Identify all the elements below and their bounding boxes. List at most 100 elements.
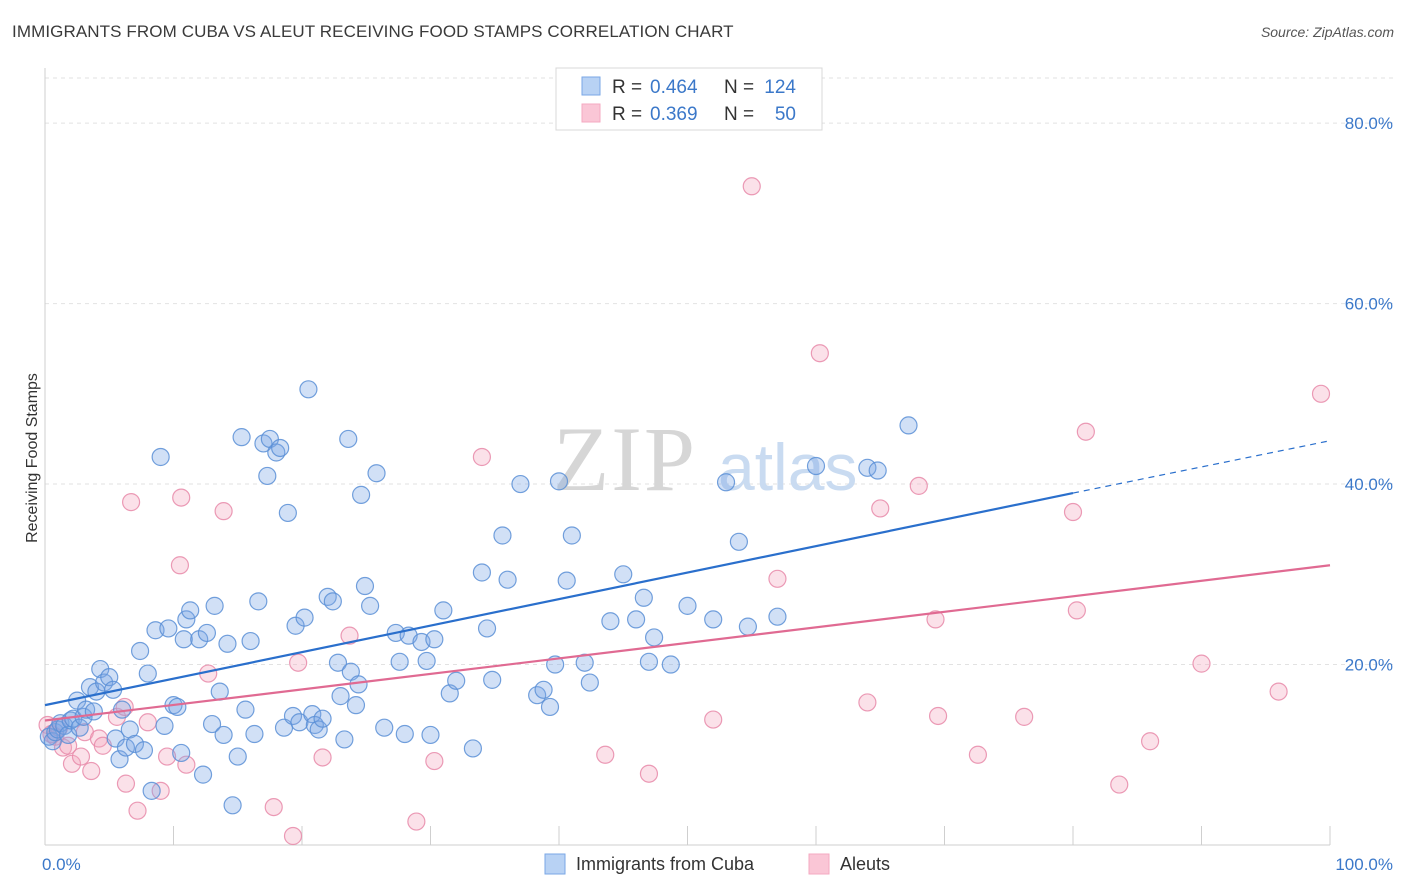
- cuba-point-61: [278, 503, 297, 523]
- aleut-point-38: [810, 344, 829, 363]
- aleut-point-31: [425, 751, 444, 771]
- aleut-point-29: [340, 626, 359, 645]
- aleut-point-35: [704, 710, 723, 729]
- cuba-point-127: [868, 461, 887, 480]
- cuba-point-46: [214, 725, 233, 745]
- aleut-point-25: [264, 798, 283, 817]
- series-immigrants-from-cuba: [39, 380, 918, 815]
- cuba-point-33: [159, 619, 178, 638]
- cuba-point-80: [352, 485, 371, 504]
- cuba-point-59: [271, 438, 290, 458]
- aleut-point-14: [116, 774, 136, 793]
- cuba-point-6: [59, 725, 78, 745]
- cuba-point-122: [729, 532, 749, 551]
- cuba-point-24: [120, 720, 139, 739]
- aleut-point-33: [596, 745, 615, 764]
- cuba-point-37: [174, 630, 193, 649]
- aleut-point-37: [768, 569, 787, 588]
- cuba-point-104: [534, 680, 553, 699]
- cuba-point-91: [421, 725, 440, 745]
- source-label: Source: ZipAtlas.com: [1260, 24, 1394, 40]
- bottom-legend-swatch-blue: [544, 853, 566, 875]
- legend-r-value-0: 0.464: [650, 77, 698, 98]
- cuba-point-20: [106, 729, 125, 748]
- legend-n-label-0: N =: [724, 77, 754, 98]
- cuba-point-48: [223, 796, 242, 815]
- cuba-point-111: [580, 673, 599, 692]
- y-tick-labels: 20.0% 40.0% 60.0% 80.0%: [1345, 114, 1393, 674]
- aleut-point-19: [157, 747, 177, 766]
- cuba-point-113: [614, 565, 633, 584]
- aleut-point-20: [170, 556, 190, 575]
- gridlines: [45, 77, 1395, 666]
- cuba-point-53: [245, 724, 264, 744]
- cuba-point-107: [549, 472, 569, 491]
- trend-lines: [44, 440, 1331, 722]
- aleut-point-48: [1076, 422, 1095, 441]
- cuba-point-39: [181, 601, 200, 620]
- aleut-point-9: [82, 761, 101, 781]
- aleut-point-7: [71, 747, 91, 766]
- aleut-point-15: [121, 493, 141, 512]
- cuba-point-72: [323, 592, 342, 611]
- aleut-point-32: [472, 447, 491, 467]
- cuba-point-93: [434, 601, 453, 620]
- y-tick-label-1: 40.0%: [1345, 475, 1393, 494]
- aleut-point-26: [283, 826, 303, 846]
- aleut-point-51: [1192, 654, 1211, 673]
- cuba-point-97: [472, 563, 491, 582]
- cuba-point-86: [390, 652, 409, 671]
- watermark-zip: ZIP: [553, 408, 697, 510]
- aleut-point-21: [172, 488, 191, 507]
- cuba-point-87: [395, 724, 414, 744]
- cuba-trend-extension: [1072, 440, 1331, 494]
- cuba-point-41: [193, 765, 213, 784]
- bottom-legend-label-1: Aleuts: [840, 854, 890, 874]
- cuba-point-92: [425, 630, 444, 649]
- cuba-point-101: [498, 570, 517, 589]
- cuba-point-35: [168, 697, 187, 717]
- aleut-trend-line: [44, 564, 1331, 722]
- series-legend: Immigrants from Cuba Aleuts: [544, 853, 890, 875]
- cuba-point-83: [367, 464, 386, 483]
- aleut-point-16: [128, 801, 147, 820]
- x-tick-label-1: 100.0%: [1335, 855, 1393, 874]
- cuba-point-74: [331, 687, 350, 706]
- aleut-point-17: [138, 713, 157, 732]
- cuba-point-70: [313, 709, 332, 728]
- aleut-point-34: [639, 764, 659, 783]
- cuba-point-47: [218, 634, 237, 653]
- cuba-point-120: [704, 610, 723, 629]
- aleut-point-52: [1269, 682, 1288, 701]
- cuba-point-52: [241, 631, 260, 651]
- cuba-point-98: [477, 619, 497, 638]
- cuba-point-95: [447, 671, 466, 690]
- cuba-point-115: [634, 588, 653, 607]
- aleut-point-40: [871, 499, 890, 518]
- cuba-trend-line: [44, 492, 1074, 707]
- legend-n-value-1: 50: [775, 104, 796, 125]
- cuba-point-102: [511, 474, 530, 494]
- cuba-point-105: [540, 697, 560, 717]
- cuba-point-125: [806, 456, 826, 476]
- cuba-point-43: [202, 714, 222, 734]
- legend-swatch-blue: [581, 76, 601, 96]
- cuba-point-82: [361, 596, 380, 615]
- axes: [44, 68, 1331, 846]
- cuba-point-42: [197, 623, 217, 643]
- y-axis-label: Receiving Food Stamps: [24, 373, 41, 543]
- cuba-point-67: [303, 705, 322, 724]
- cuba-point-123: [738, 617, 757, 636]
- aleut-point-28: [313, 748, 332, 767]
- cuba-point-31: [151, 447, 170, 467]
- legend-n-value-0: 124: [764, 77, 796, 98]
- aleut-point-50: [1140, 732, 1160, 751]
- cuba-point-36: [172, 743, 191, 763]
- series-aleuts: [38, 177, 1331, 846]
- cuba-point-124: [768, 607, 787, 626]
- chart-title: IMMIGRANTS FROM CUBA VS ALEUT RECEIVING …: [12, 22, 734, 41]
- cuba-point-128: [899, 416, 918, 435]
- cuba-point-121: [716, 473, 736, 492]
- aleut-point-49: [1110, 775, 1129, 794]
